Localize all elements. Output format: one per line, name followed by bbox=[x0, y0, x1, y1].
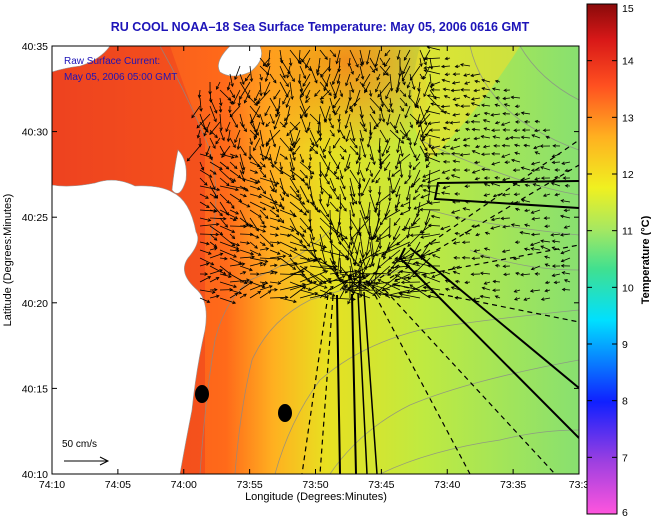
colorbar-label: Temperature (°C) bbox=[640, 215, 651, 304]
buoy-marker bbox=[195, 385, 209, 403]
x-tick-label: 73:35 bbox=[500, 479, 526, 491]
map-title: RU COOL NOAA–18 Sea Surface Temperature:… bbox=[110, 20, 530, 34]
y-tick-label: 40:20 bbox=[22, 298, 48, 310]
x-tick-label: 74:00 bbox=[171, 479, 197, 491]
land-mass bbox=[52, 179, 207, 474]
x-axis-ticks: 74:10 74:05 74:00 73:55 73:50 73:45 73:40 73:35… bbox=[39, 46, 590, 491]
land-north bbox=[52, 46, 111, 73]
y-tick-label: 40:10 bbox=[22, 469, 48, 481]
x-tick-label: 73:50 bbox=[302, 479, 328, 491]
y-tick-label: 40:25 bbox=[22, 212, 48, 224]
map-area bbox=[52, 46, 579, 474]
colorbar-ticks: 15 14 13 12 11 10 9 8 7 6 bbox=[587, 3, 634, 519]
colorbar-tick-label: 9 bbox=[622, 339, 628, 351]
scale-label: 50 cm/s bbox=[62, 439, 97, 450]
colorbar-tick-label: 12 bbox=[622, 169, 634, 181]
colorbar-tick-label: 11 bbox=[622, 226, 633, 238]
colorbar bbox=[586, 3, 618, 515]
y-tick-label: 40:35 bbox=[22, 41, 48, 53]
x-tick-label: 73:40 bbox=[434, 479, 460, 491]
colorbar-tick-label: 8 bbox=[622, 396, 628, 408]
colorbar-tick-label: 15 bbox=[622, 3, 634, 15]
current-vectors bbox=[186, 46, 571, 305]
x-tick-label: 73:55 bbox=[236, 479, 262, 491]
x-axis-label: Longitude (Degrees:Minutes) bbox=[245, 491, 387, 503]
y-tick-label: 40:15 bbox=[22, 383, 48, 395]
colorbar-tick-label: 6 bbox=[622, 507, 628, 519]
colorbar-tick-label: 7 bbox=[622, 452, 628, 464]
buoy-marker bbox=[278, 404, 292, 422]
x-tick-label: 74:10 bbox=[39, 479, 65, 491]
bathymetry-contours bbox=[159, 46, 579, 474]
current-annotation-line2: May 05, 2006 05:00 GMT bbox=[64, 72, 177, 83]
colorbar-tick-label: 13 bbox=[622, 112, 634, 124]
scale-arrow bbox=[64, 456, 110, 466]
y-tick-label: 40:30 bbox=[22, 127, 48, 139]
y-axis-label: Latitude (Degrees:Minutes) bbox=[2, 194, 14, 327]
colorbar-tick-label: 14 bbox=[622, 56, 634, 68]
y-axis-ticks: 40:35 40:30 40:25 40:20 40:15 40:10 bbox=[22, 41, 579, 481]
x-tick-label: 73:45 bbox=[368, 479, 394, 491]
colorbar-tick-label: 10 bbox=[622, 282, 634, 294]
current-annotation-line1: Raw Surface Current: bbox=[64, 56, 160, 67]
x-tick-label: 74:05 bbox=[105, 479, 131, 491]
land-north-spit bbox=[218, 46, 262, 77]
x-tick-label: 73:3 bbox=[569, 479, 590, 491]
